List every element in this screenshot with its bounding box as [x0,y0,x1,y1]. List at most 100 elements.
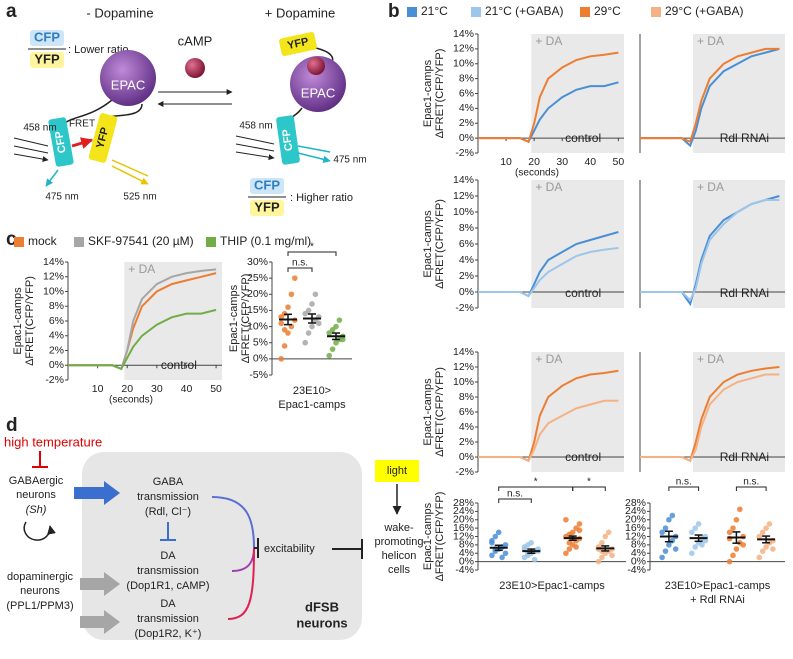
data-point [576,521,583,527]
wavelength: 525 nm [123,192,156,203]
data-point [759,548,766,554]
y-axis-label: ΔFRET(CFP/YFP) [434,367,446,457]
y-axis-label: Epac1-camps [422,378,434,446]
y-tick-label: 12% [453,190,474,202]
data-point [333,323,339,330]
y-tick-label: 14% [453,28,474,40]
legend-label: 29°C (+GABA) [665,4,744,18]
annotation: control [565,286,601,300]
data-point [563,550,569,557]
data-point [602,533,609,540]
data-point [659,529,665,536]
emission-arrow [45,169,59,187]
y-tick-label: 10% [453,376,474,388]
y-axis-label: ΔFRET(CFP/YFP) [434,199,446,289]
y-tick-label: 12% [453,43,474,55]
data-point [309,301,315,307]
feedback-arrow [23,521,56,541]
node-label: (Dop1R1, cAMP) [126,580,209,592]
annotation: Rdl RNAi [720,450,769,464]
node-label: (Sh) [26,504,47,516]
series-line [68,308,217,371]
node-label: GABA [153,476,184,488]
node-label: DA [160,598,176,610]
y-axis-label: ΔFRET(CFP/YFP) [434,49,446,139]
x-axis-label: 23E10>Epac1-camps [499,580,605,592]
y-axis-label: Epac1-camps [422,210,434,278]
y-tick-label: 20% [453,514,474,526]
excitation-arrows [235,135,274,158]
panel-d: d high temperature GABAergic neurons (Sh… [4,415,423,640]
data-point [756,533,763,540]
legend-label: SKF-97541 (20 µM) [88,234,194,248]
camp-label: cAMP [178,33,213,48]
y-tick-label: 0% [49,359,64,371]
y-tick-label: 12% [453,361,474,373]
y-tick-label: 4% [631,547,646,559]
legend-swatch [14,237,24,247]
data-point [726,558,733,565]
data-point [302,339,309,346]
x-tick-label: 30 [151,383,163,395]
wavelength: 475 nm [45,192,78,203]
y-tick-label: 8% [459,391,474,403]
data-point [699,542,705,548]
data-point [573,544,579,550]
node-label: DA [160,550,176,562]
legend-label: 21°C (+GABA) [485,4,564,18]
cfp-label: CFP [53,130,69,154]
epac-label: EPAC [111,77,145,92]
y-tick-label: 0% [253,353,268,365]
shade-label: + DA [535,352,562,366]
data-point [305,330,312,336]
y-axis-label: Epac1-camps [422,502,434,570]
significance-label: * [587,477,591,488]
arrow [80,610,120,634]
data-point [766,521,773,527]
x-tick-label: 50 [613,156,625,168]
legend-label: THIP (0.1 mg/ml) [220,234,311,248]
connector [227,547,255,620]
y-tick-label: 14% [43,256,64,268]
data-point [763,544,769,550]
camp [307,57,325,75]
y-tick-label: 0% [459,132,474,144]
node-label: cells [388,564,411,576]
yfp-domain [88,113,118,163]
connector [211,496,255,549]
y-tick-label: 8% [631,539,646,551]
x-axis-label: Epac1-camps [278,399,346,411]
data-point [499,554,505,561]
y-tick-label: 12% [625,530,646,542]
y-tick-label: 2% [49,344,64,356]
wavelength: 475 nm [333,155,366,166]
y-tick-label: 6% [459,238,474,250]
shade-label: + DA [697,180,724,194]
node-label: neurons [16,489,56,501]
data-point [281,327,288,333]
x-axis-label: 23E10> [293,385,331,397]
y-tick-label: 0% [459,555,474,567]
data-point [502,550,509,557]
y-tick-label: -2% [455,466,474,478]
cfp-box [250,178,284,194]
data-point [662,525,669,531]
y-axis-label: Epac1-camps [228,284,240,352]
data-point [528,539,535,546]
yfp-domain [279,32,317,56]
camp [185,58,205,78]
inhibition [32,451,48,468]
data-point [605,529,612,536]
data-point [609,552,615,559]
panel-label: a [6,1,17,22]
y-tick-label: 4% [459,547,474,559]
annotation: Rdl RNAi [720,286,769,300]
data-point [756,554,763,561]
annotation: Rdl RNAi [720,131,769,145]
x-tick-label: 20 [121,383,133,395]
y-tick-label: 14% [453,174,474,186]
x-axis-label: (seconds) [109,395,153,406]
data-point [692,525,698,531]
x-tick-label: 40 [584,156,596,168]
shade-label: + DA [128,262,155,276]
